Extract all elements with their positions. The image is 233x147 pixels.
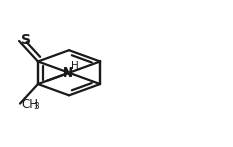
- Text: 3: 3: [33, 102, 39, 111]
- Text: N: N: [63, 66, 73, 79]
- Text: H: H: [71, 61, 79, 71]
- Text: CH: CH: [21, 98, 38, 111]
- Text: S: S: [21, 33, 31, 47]
- Text: N: N: [63, 67, 73, 80]
